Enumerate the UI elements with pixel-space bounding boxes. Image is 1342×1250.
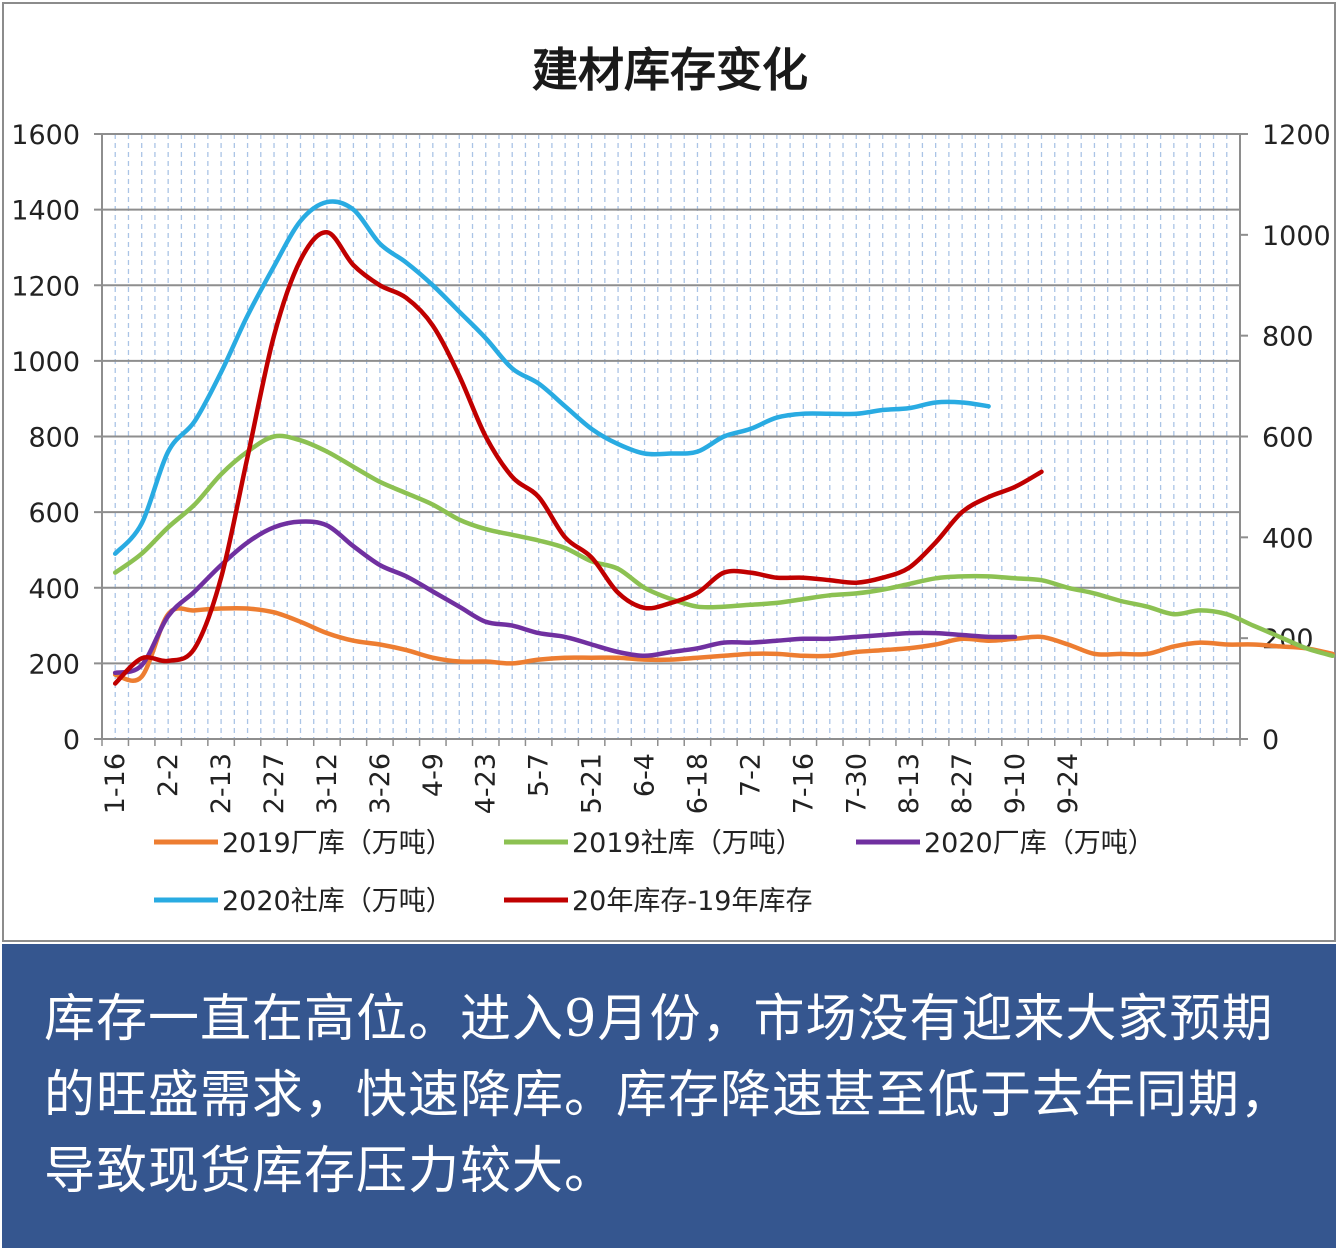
x-tick-label: 9-24	[1053, 753, 1084, 814]
x-tick-label: 4-23	[471, 753, 502, 814]
left-tick-label: 400	[28, 574, 80, 605]
legend-label: 20年库存-19年库存	[572, 886, 812, 917]
legend-item: 2020厂库（万吨）	[856, 828, 1155, 859]
x-tick-label: 5-21	[577, 753, 608, 814]
series-line-difference	[112, 230, 1044, 686]
chart-frame: 建材库存变化 0 200 400 600 800 1000 1200 1400 1600 0 200…	[2, 2, 1336, 942]
legend-item: 2020社库（万吨）	[154, 886, 453, 917]
right-tick-label: 400	[1262, 523, 1314, 554]
series-lines	[112, 199, 1335, 686]
x-tick-label: 6-4	[630, 753, 661, 797]
left-tick-label: 1400	[11, 196, 80, 227]
left-tick-label: 200	[28, 649, 80, 680]
legend-item: 20年库存-19年库存	[504, 886, 812, 917]
legend-item: 2019社库（万吨）	[504, 828, 803, 859]
x-tick-label: 2-27	[259, 753, 290, 814]
left-tick-label: 1000	[11, 347, 80, 378]
legend-label: 2019厂库（万吨）	[222, 828, 453, 859]
right-tick-label: 1000	[1262, 221, 1331, 252]
x-tick-label: 2-2	[153, 753, 184, 797]
x-tick-label: 8-13	[894, 753, 925, 814]
x-tick-label: 3-26	[365, 753, 396, 814]
right-tick-label: 600	[1262, 423, 1314, 454]
left-tick-label: 1600	[11, 120, 80, 151]
chart-title: 建材库存变化	[532, 43, 808, 97]
x-tick-label: 9-10	[1000, 753, 1031, 814]
right-tick-label: 1200	[1262, 120, 1331, 151]
x-tick-label: 7-16	[788, 753, 819, 814]
left-tick-label: 1200	[11, 271, 80, 302]
left-tick-label: 600	[28, 498, 80, 529]
series-line-2019-factory	[112, 605, 1335, 683]
x-tick-label: 4-9	[418, 753, 449, 797]
x-tick-label: 5-7	[524, 753, 555, 797]
x-tick-label: 7-30	[841, 753, 872, 814]
x-tick-label: 3-12	[312, 753, 343, 814]
legend-label: 2020社库（万吨）	[222, 886, 453, 917]
right-tick-label: 800	[1262, 322, 1314, 353]
chart: 建材库存变化 020040060080010001200140016000200…	[11, 43, 1335, 917]
x-tick-label: 8-27	[947, 753, 978, 814]
x-tick-label: 1-16	[100, 753, 131, 814]
legend-label: 2019社库（万吨）	[572, 828, 803, 859]
legend-item: 2019厂库（万吨）	[154, 828, 453, 859]
x-tick-label: 2-13	[206, 753, 237, 814]
left-tick-label: 0	[63, 725, 80, 756]
caption-text: 库存一直在高位。进入9月份，市场没有迎来大家预期的旺盛需求，快速降库。库存降速甚…	[44, 990, 1293, 1201]
caption-box: 库存一直在高位。进入9月份，市场没有迎来大家预期的旺盛需求，快速降库。库存降速甚…	[2, 944, 1336, 1248]
legend: 2019厂库（万吨） 2019社库（万吨） 2020厂库（万吨） 2020社库（万吨）…	[154, 828, 1155, 917]
x-tick-label: 7-2	[735, 753, 766, 797]
series-line-2020-social	[112, 199, 991, 556]
legend-label: 2020厂库（万吨）	[924, 828, 1155, 859]
left-tick-label: 800	[28, 423, 80, 454]
series-line-2019-social	[112, 433, 1335, 659]
x-tick-label: 6-18	[682, 753, 713, 814]
series-line-2020-factory	[112, 519, 1018, 676]
axes: 0200400600800100012001400160002004006008…	[11, 120, 1330, 814]
right-tick-label: 0	[1262, 725, 1279, 756]
